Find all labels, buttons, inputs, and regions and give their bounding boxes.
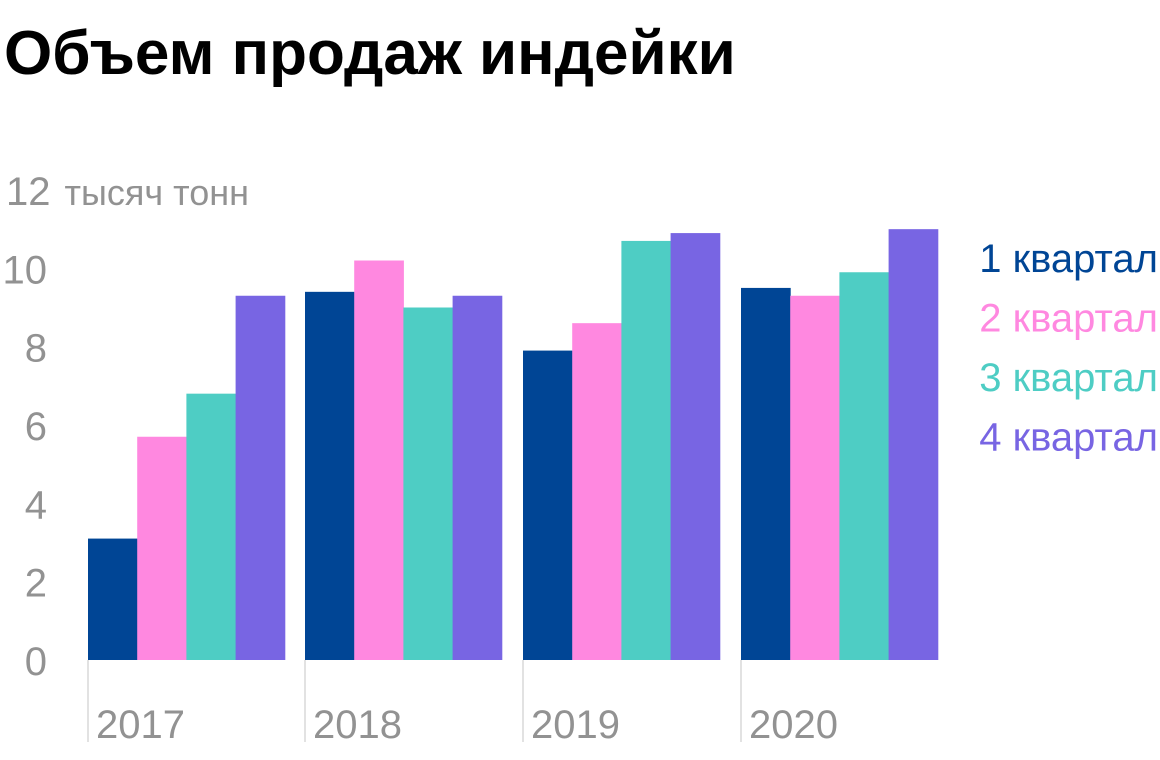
bar-2018-q1 xyxy=(305,291,355,660)
bar-2018-q2 xyxy=(354,260,404,660)
x-tick-label: 2020 xyxy=(749,703,838,747)
bar-2019-q2 xyxy=(572,323,622,660)
legend-item: 3 квартал xyxy=(979,356,1158,400)
y-tick-label: 10 xyxy=(3,248,48,292)
category-separators xyxy=(87,660,742,742)
legend: 1 квартал 2 квартал 3 квартал 4 квартал xyxy=(979,237,1158,460)
x-tick-label: 2017 xyxy=(96,703,185,747)
y-tick-label: 8 xyxy=(25,327,47,371)
x-tick-label: 2018 xyxy=(313,703,402,747)
y-axis: 0 2 4 6 8 10 12 тысяч тонн xyxy=(3,170,249,684)
y-tick-label: 0 xyxy=(25,640,47,684)
bar-2020-q3 xyxy=(839,272,890,660)
bar-2018-q3 xyxy=(403,307,454,660)
x-tick-label: 2019 xyxy=(531,703,620,747)
bar-2017-q3 xyxy=(186,393,237,660)
chart-title: Объем продаж индейки xyxy=(4,19,736,88)
bar-2020-q4 xyxy=(888,229,939,660)
bar-2019-q4 xyxy=(670,233,721,661)
bars xyxy=(88,229,939,661)
legend-item: 2 квартал xyxy=(979,297,1158,341)
legend-item: 4 квартал xyxy=(979,416,1158,460)
y-tick-label: 2 xyxy=(25,562,47,606)
bar-2018-q4 xyxy=(452,295,503,660)
bar-2017-q4 xyxy=(235,295,286,660)
bar-2017-q1 xyxy=(88,538,138,660)
y-axis-unit: тысяч тонн xyxy=(65,172,249,213)
y-tick-label: 4 xyxy=(25,483,47,527)
bar-2019-q3 xyxy=(621,240,672,660)
y-tick-label: 12 тысяч тонн xyxy=(6,170,249,214)
bar-2017-q2 xyxy=(137,436,187,660)
bar-2019-q1 xyxy=(523,350,573,660)
bar-2020-q1 xyxy=(741,287,791,660)
x-axis: 2017 2018 2019 2020 xyxy=(96,703,838,747)
legend-item: 1 квартал xyxy=(979,237,1158,281)
y-tick-label: 6 xyxy=(25,405,47,449)
bar-2020-q2 xyxy=(790,295,840,660)
